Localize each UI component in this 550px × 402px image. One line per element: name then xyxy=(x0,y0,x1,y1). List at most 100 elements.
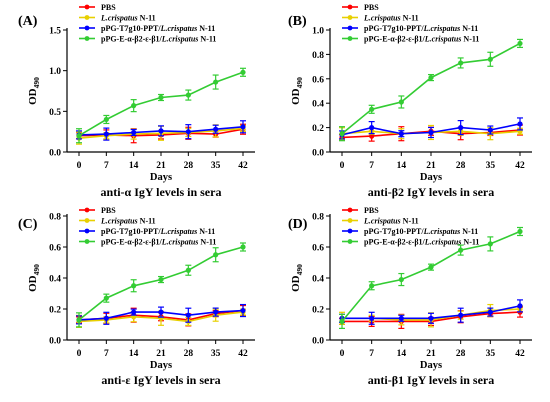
data-point xyxy=(458,125,464,131)
x-tick-label: 42 xyxy=(238,161,248,171)
legend-label: PBS xyxy=(101,206,116,215)
y-axis-label: OD490 xyxy=(290,77,304,105)
data-point xyxy=(428,315,434,321)
data-point xyxy=(240,124,246,130)
x-tick-label: 21 xyxy=(426,161,436,171)
data-point xyxy=(131,103,137,109)
panel-b: (B) 0.0 0.2 0.4 0.6 0.8 1.0 0 7 14 21 28 35 42 OD490 Da… xyxy=(288,3,532,199)
data-point xyxy=(398,131,404,137)
x-tick-label: 0 xyxy=(340,161,345,171)
legend-swatch-marker xyxy=(84,239,90,244)
data-point xyxy=(517,121,523,127)
data-point xyxy=(213,252,219,258)
y-tick-label: 0.2 xyxy=(312,124,324,134)
panel-caption: anti-α IgY levels in sera xyxy=(101,185,222,199)
data-point xyxy=(185,129,191,135)
data-point xyxy=(185,312,191,318)
data-point xyxy=(158,128,164,134)
data-point xyxy=(76,317,82,323)
legend-label: L.crispatus N-11 xyxy=(100,14,156,23)
data-point xyxy=(458,247,464,253)
y-tick-label: 0.8 xyxy=(312,213,324,223)
data-point xyxy=(487,56,493,62)
legend-label: PBS xyxy=(364,3,379,12)
panel-label: (B) xyxy=(288,14,307,29)
panel-c: (C) 0.0 0.2 0.4 0.6 0.8 0 7 14 21 28 35 42 OD490 Days a… xyxy=(18,206,255,387)
data-point xyxy=(369,315,375,321)
data-point xyxy=(428,264,434,270)
legend-swatch-marker xyxy=(84,228,90,234)
y-tick-label: 0.4 xyxy=(312,275,324,285)
legend-swatch-marker xyxy=(347,207,353,213)
legend-swatch-marker xyxy=(347,25,353,31)
x-tick-label: 35 xyxy=(211,349,221,359)
data-point xyxy=(240,244,246,250)
panel-label: (C) xyxy=(18,217,38,232)
data-point xyxy=(213,79,219,85)
data-point xyxy=(339,131,345,137)
y-tick-label: 0.6 xyxy=(49,244,61,254)
y-tick-label: 0.8 xyxy=(312,51,324,61)
legend-label: PBS xyxy=(101,3,116,12)
data-point xyxy=(487,241,493,247)
x-tick-label: 7 xyxy=(369,161,374,171)
x-axis-label: Days xyxy=(150,172,172,183)
x-tick-label: 7 xyxy=(369,349,374,359)
data-point xyxy=(517,228,523,235)
y-tick-label: 0.2 xyxy=(49,306,61,316)
x-tick-label: 42 xyxy=(515,349,525,359)
x-tick-label: 7 xyxy=(104,161,109,171)
legend-label: pPG-T7g10-PPT/L.crispatus N-11 xyxy=(364,24,478,33)
legend-label: L.crispatus N-11 xyxy=(363,217,419,226)
y-tick-label: 0.6 xyxy=(312,75,324,85)
y-axis-label: OD490 xyxy=(27,264,41,292)
legend-label: L.crispatus N-11 xyxy=(363,14,419,23)
data-point xyxy=(131,309,137,315)
data-point xyxy=(398,315,404,321)
x-tick-label: 28 xyxy=(184,349,194,359)
legend-label: pPG-T7g10-PPT/L.crispatus N-11 xyxy=(364,227,478,236)
panel-label: (A) xyxy=(18,14,38,29)
legend-label: pPG-E-α-β2-ε-β1/L.crispatus N-11 xyxy=(101,35,216,44)
y-tick-label: 0.0 xyxy=(312,337,324,347)
x-tick-label: 7 xyxy=(104,349,109,359)
panel-caption: anti-β2 IgY levels in sera xyxy=(368,185,495,199)
y-axis-label: OD490 xyxy=(27,77,41,105)
x-tick-label: 14 xyxy=(397,161,407,171)
data-point xyxy=(398,276,404,283)
x-tick-label: 14 xyxy=(129,349,139,359)
y-tick-label: 0.0 xyxy=(312,149,324,159)
panel-caption: anti-ε IgY levels in sera xyxy=(101,373,220,387)
legend-swatch-marker xyxy=(347,36,353,41)
x-tick-label: 21 xyxy=(426,349,436,359)
x-axis-label: Days xyxy=(150,360,172,371)
x-axis-label: Days xyxy=(420,172,442,183)
x-tick-label: 14 xyxy=(397,349,407,359)
x-tick-label: 42 xyxy=(515,161,525,171)
y-tick-label: 1.5 xyxy=(49,27,61,37)
legend-swatch-marker xyxy=(84,15,90,20)
y-tick-label: 1.0 xyxy=(312,27,324,37)
legend-swatch-marker xyxy=(84,36,90,41)
legend-label: pPG-T7g10-PPT/L.crispatus N-11 xyxy=(101,24,215,33)
data-point xyxy=(487,309,493,315)
data-point xyxy=(185,92,191,98)
panel-a: (A) 0.0 0.5 1.0 1.5 0 7 14 21 28 35 42 OD490 Days anti… xyxy=(18,3,255,199)
data-point xyxy=(369,106,375,112)
legend-swatch-marker xyxy=(84,207,90,213)
x-tick-label: 42 xyxy=(238,349,248,359)
data-point xyxy=(185,267,191,273)
data-point xyxy=(103,315,109,321)
data-point xyxy=(369,283,375,289)
y-tick-label: 0.5 xyxy=(49,108,61,118)
x-tick-label: 28 xyxy=(184,161,194,171)
x-tick-label: 0 xyxy=(77,161,82,171)
x-tick-label: 21 xyxy=(156,349,166,359)
data-point xyxy=(428,129,434,136)
data-point xyxy=(103,295,109,301)
data-point xyxy=(103,131,109,137)
x-tick-label: 0 xyxy=(77,349,82,359)
x-tick-label: 14 xyxy=(129,161,139,171)
data-point xyxy=(398,99,404,105)
data-point xyxy=(158,276,164,283)
